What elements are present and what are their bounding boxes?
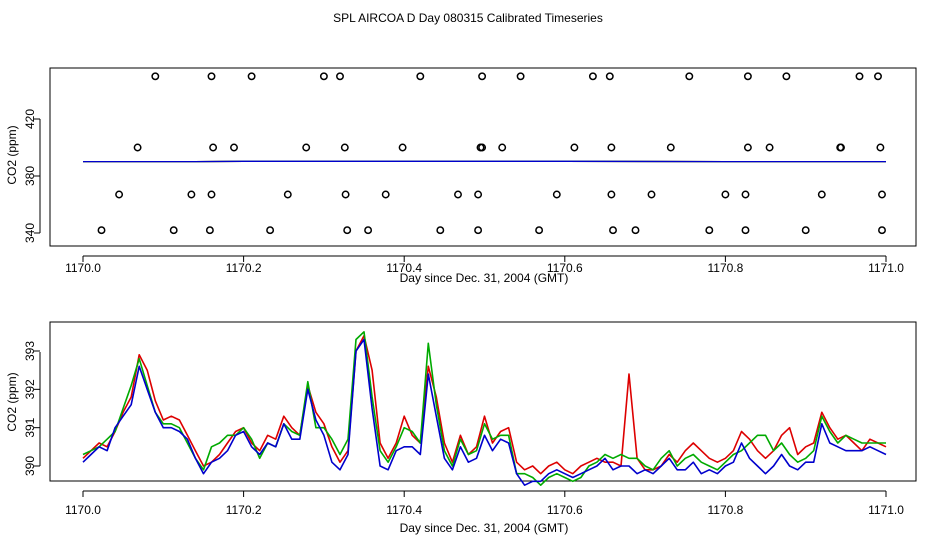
- data-point: [765, 143, 774, 152]
- data-point: [588, 72, 597, 81]
- data-point: [552, 190, 561, 199]
- data-point: [478, 143, 487, 152]
- x-tick-label: 1170.4: [386, 261, 422, 275]
- data-point: [874, 72, 882, 81]
- x-tick-label: 1171.0: [868, 261, 904, 275]
- data-point: [609, 226, 617, 235]
- data-point: [741, 190, 750, 199]
- top-x-label: Day since Dec. 31, 2004 (GMT): [400, 271, 569, 285]
- y-tick-label: 392: [23, 379, 37, 399]
- x-tick-label: 1170.0: [65, 261, 101, 275]
- data-point: [570, 143, 579, 152]
- bottom-y-label: CO2 (ppm): [5, 372, 19, 431]
- data-point: [187, 190, 196, 199]
- top-panel: 1170.0 1170.2 1170.4 1170.6 1170.8 1171.0 340…: [5, 67, 917, 285]
- data-point: [207, 72, 216, 81]
- data-point: [878, 226, 886, 235]
- data-point: [283, 190, 292, 199]
- data-point: [474, 226, 483, 235]
- data-point: [398, 143, 407, 152]
- data-point: [336, 72, 344, 81]
- data-point: [207, 190, 216, 199]
- data-point: [607, 143, 616, 152]
- y-tick-label: 393: [23, 341, 37, 361]
- data-point: [341, 190, 350, 199]
- bottom-plot-frame: [49, 321, 917, 482]
- x-tick-label: 1170.8: [707, 261, 743, 275]
- top-points: [97, 72, 886, 235]
- y-tick-label: 390: [23, 456, 37, 476]
- y-tick-label: 340: [23, 223, 37, 243]
- data-point: [801, 226, 810, 235]
- data-point: [631, 226, 640, 235]
- data-point: [302, 143, 311, 152]
- data-point: [319, 72, 328, 81]
- data-point: [782, 72, 791, 81]
- data-point: [721, 190, 730, 199]
- x-tick-label: 1170.6: [547, 503, 583, 517]
- x-tick-label: 1170.6: [547, 261, 583, 275]
- data-point: [247, 72, 256, 81]
- data-point: [340, 143, 349, 152]
- data-point: [498, 143, 507, 152]
- x-tick-label: 1170.4: [386, 503, 422, 517]
- data-point: [436, 226, 445, 235]
- data-point: [837, 143, 845, 152]
- bottom-series-lines: [82, 330, 887, 487]
- data-point: [381, 190, 390, 199]
- data-point: [516, 72, 525, 81]
- data-point: [230, 143, 238, 152]
- bottom-x-axis: 1170.0 1170.2 1170.4 1170.6 1170.8 1171.0: [65, 490, 904, 517]
- data-point: [343, 226, 352, 235]
- data-point: [209, 143, 218, 152]
- data-point: [454, 190, 462, 199]
- y-tick-label: 380: [23, 166, 37, 186]
- data-point: [151, 72, 160, 81]
- data-point: [878, 190, 886, 199]
- y-tick-label: 391: [23, 417, 37, 437]
- data-point: [855, 72, 864, 81]
- data-point: [115, 190, 124, 199]
- y-tick-label: 420: [23, 109, 37, 129]
- chart-title: SPL AIRCOA D Day 080315 Calibrated Times…: [333, 11, 603, 25]
- data-point: [478, 72, 487, 81]
- data-point: [133, 143, 142, 152]
- data-point: [705, 226, 714, 235]
- bottom-y-axis: 390 391 392 393: [23, 341, 41, 476]
- x-tick-label: 1171.0: [868, 503, 904, 517]
- data-point: [743, 143, 752, 152]
- top-plot-frame: [49, 67, 917, 247]
- top-y-axis: 340 380 420: [23, 109, 41, 243]
- data-point: [97, 226, 106, 235]
- data-point: [607, 190, 616, 199]
- data-point: [205, 226, 214, 235]
- bottom-series-red: [82, 334, 887, 475]
- bottom-series-green: [82, 330, 886, 487]
- data-point: [817, 190, 826, 199]
- data-point: [685, 72, 694, 81]
- data-point: [416, 72, 425, 81]
- data-point: [266, 226, 275, 235]
- data-point: [535, 226, 544, 235]
- data-point: [647, 190, 656, 199]
- data-point: [364, 226, 373, 235]
- bottom-panel: 1170.0 1170.2 1170.4 1170.6 1170.8 1171.0 390…: [5, 321, 917, 535]
- data-point: [605, 72, 614, 81]
- x-tick-label: 1170.2: [226, 261, 262, 275]
- data-point: [666, 143, 675, 152]
- x-tick-label: 1170.0: [65, 503, 101, 517]
- data-point: [169, 226, 178, 235]
- x-tick-label: 1170.8: [707, 503, 743, 517]
- x-tick-label: 1170.2: [226, 503, 262, 517]
- data-point: [743, 72, 752, 81]
- data-point: [474, 190, 483, 199]
- top-y-label: CO2 (ppm): [5, 125, 19, 184]
- bottom-series-blue: [82, 338, 887, 487]
- bottom-x-label: Day since Dec. 31, 2004 (GMT): [400, 521, 569, 535]
- data-point: [876, 143, 885, 152]
- top-x-axis: 1170.0 1170.2 1170.4 1170.6 1170.8 1171.0: [65, 255, 904, 275]
- data-point: [741, 226, 750, 235]
